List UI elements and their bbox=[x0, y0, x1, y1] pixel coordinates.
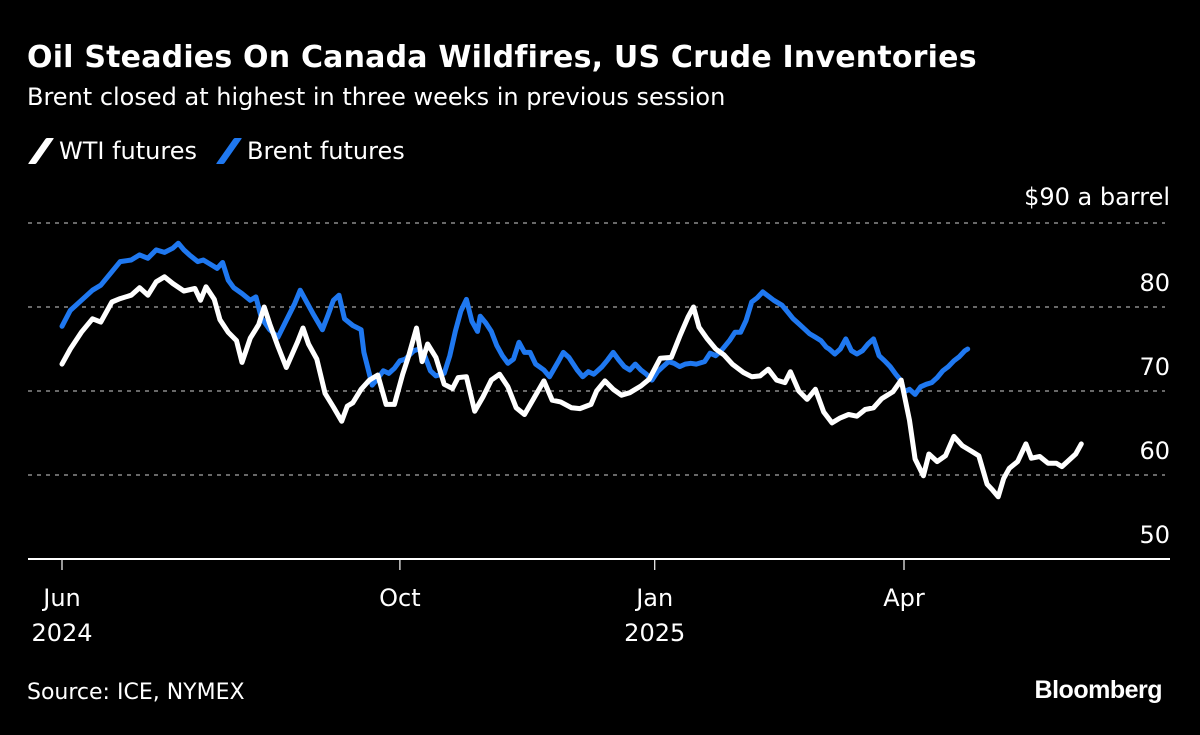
chart-title: Oil Steadies On Canada Wildfires, US Cru… bbox=[27, 40, 977, 75]
legend-label-brent: Brent futures bbox=[247, 137, 405, 165]
y-tick-label: 50 bbox=[1139, 521, 1170, 549]
x-tick-label: Jan bbox=[634, 584, 673, 612]
legend: WTI futures Brent futures bbox=[27, 137, 423, 165]
y-tick-label: 60 bbox=[1139, 437, 1170, 465]
legend-item-brent: Brent futures bbox=[215, 137, 405, 165]
y-tick-label: 80 bbox=[1139, 269, 1170, 297]
x-tick-year-label: 2025 bbox=[624, 619, 685, 647]
series-line-brent bbox=[59, 240, 971, 397]
legend-label-wti: WTI futures bbox=[59, 137, 197, 165]
x-tick-label: Oct bbox=[379, 584, 421, 612]
chart-subtitle: Brent closed at highest in three weeks i… bbox=[27, 83, 726, 111]
bloomberg-logo: Bloomberg bbox=[1034, 676, 1163, 704]
x-tick-label: Jun bbox=[41, 584, 81, 612]
x-tick-year-label: 2024 bbox=[31, 619, 92, 647]
y-tick-label: 70 bbox=[1139, 353, 1170, 381]
source-note: Source: ICE, NYMEX bbox=[27, 680, 245, 705]
y-axis-unit-label: $90 a barrel bbox=[1024, 183, 1170, 211]
legend-item-wti: WTI futures bbox=[27, 137, 197, 165]
series-line-wti bbox=[59, 274, 1084, 500]
x-tick-label: Apr bbox=[883, 584, 925, 612]
